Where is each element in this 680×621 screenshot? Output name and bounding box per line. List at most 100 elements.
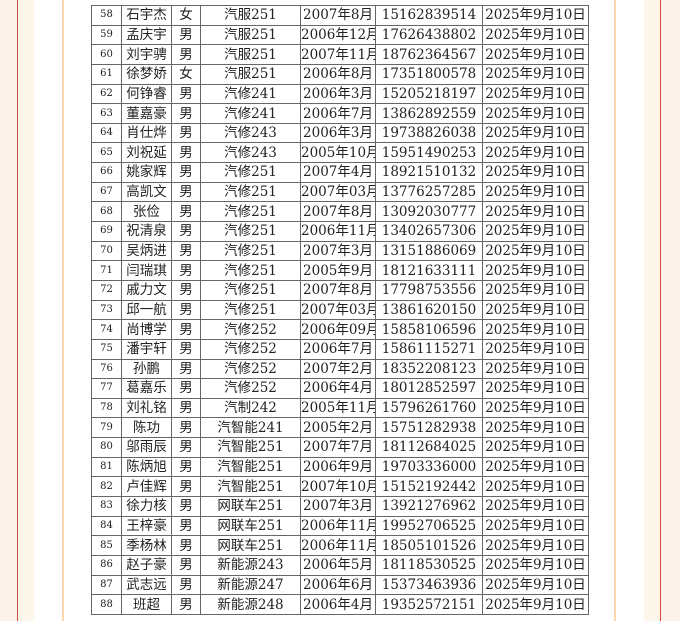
student-name: 肖仕烨 (121, 122, 172, 144)
table-row: 75 潘宇轩男汽修252 2006年7月 15861115271 2025年9月10日 (91, 338, 589, 360)
phone-number: 15861115271 (375, 338, 483, 360)
registration-date: 2025年9月10日 (482, 201, 589, 223)
gender: 男 (171, 162, 201, 183)
phone-number: 18762364567 (375, 44, 483, 65)
gender: 男 (171, 456, 201, 478)
class-name: 汽修251 (200, 162, 301, 183)
registration-date: 2025年9月10日 (482, 437, 589, 458)
birth-month: 2006年8月 (300, 63, 376, 85)
table-row: 85 季杨林男网联车251 2006年11月 18505101526 2025年9月10… (91, 535, 589, 556)
gender: 男 (171, 437, 201, 458)
gender: 男 (171, 181, 201, 203)
registration-date: 2025年9月10日 (482, 181, 589, 203)
gender: 男 (171, 103, 201, 124)
birth-month: 2006年4月 (300, 594, 376, 615)
registration-date: 2025年9月10日 (482, 378, 589, 399)
phone-number: 17351800578 (375, 63, 483, 85)
birth-month: 2006年11月 (300, 515, 376, 537)
gender: 男 (171, 240, 201, 262)
table-row: 80 邬雨辰男汽智能251 2007年7月 18112684025 2025年9月10日 (91, 437, 589, 458)
class-name: 汽修252 (200, 378, 301, 399)
phone-number: 13921276962 (375, 496, 483, 517)
class-name: 汽服251 (200, 63, 301, 85)
phone-number: 18012852597 (375, 378, 483, 399)
row-number: 85 (91, 535, 122, 556)
birth-month: 2005年11月 (300, 397, 376, 419)
class-name: 汽修252 (200, 338, 301, 360)
registration-date: 2025年9月10日 (482, 83, 589, 105)
class-name: 汽修251 (200, 201, 301, 223)
row-number: 72 (91, 279, 122, 301)
table-row: 87 武志远男新能源247 2006年6月 15373463936 2025年9月10日 (91, 574, 589, 596)
table-row: 65 刘祝延男汽修243 2005年10月 15951490253 2025年9月10日 (91, 142, 589, 164)
registration-date: 2025年9月10日 (482, 515, 589, 537)
student-name: 陈功 (121, 417, 172, 439)
table-row: 69 祝清泉男汽修251 2006年11月 13402657306 2025年9月10日 (91, 221, 589, 242)
table-row: 77 葛嘉乐男汽修252 2006年4月 18012852597 2025年9月10日 (91, 378, 589, 399)
table-row: 59 孟庆宇男汽服251 2006年12月 17626438802 2025年9月10日 (91, 24, 589, 46)
table-row: 62 何铮睿男汽修241 2006年3月 15205218197 2025年9月10日 (91, 83, 589, 105)
table-row: 58 石宇杰女汽服251 2007年8月 15162839514 2025年9月10日 (91, 5, 589, 26)
registration-date: 2025年9月10日 (482, 299, 589, 321)
row-number: 74 (91, 319, 122, 340)
student-name: 赵子豪 (121, 554, 172, 576)
birth-month: 2006年7月 (300, 103, 376, 124)
gender: 男 (171, 319, 201, 340)
phone-number: 19703336000 (375, 456, 483, 478)
table-row: 61 徐梦娇女汽服251 2006年8月 17351800578 2025年9月10日 (91, 63, 589, 85)
registration-date: 2025年9月10日 (482, 122, 589, 144)
gender: 男 (171, 535, 201, 556)
registration-date: 2025年9月10日 (482, 594, 589, 615)
student-name: 徐梦娇 (121, 63, 172, 85)
birth-month: 2006年3月 (300, 122, 376, 144)
phone-number: 15373463936 (375, 574, 483, 596)
row-number: 73 (91, 299, 122, 321)
class-name: 汽智能251 (200, 437, 301, 458)
phone-number: 18118530525 (375, 554, 483, 576)
row-number: 81 (91, 456, 122, 478)
student-name: 孙鹏 (121, 358, 172, 380)
class-name: 新能源248 (200, 594, 301, 615)
gender: 男 (171, 338, 201, 360)
phone-number: 19738826038 (375, 122, 483, 144)
student-name: 吴炳进 (121, 240, 172, 262)
phone-number: 13861620150 (375, 299, 483, 321)
gender: 男 (171, 83, 201, 105)
class-name: 汽修252 (200, 319, 301, 340)
birth-month: 2007年4月 (300, 162, 376, 183)
student-name: 季杨林 (121, 535, 172, 556)
phone-number: 17626438802 (375, 24, 483, 46)
row-number: 82 (91, 476, 122, 498)
class-name: 汽修251 (200, 260, 301, 281)
student-name: 刘礼铭 (121, 397, 172, 419)
registration-date: 2025年9月10日 (482, 397, 589, 419)
birth-month: 2007年7月 (300, 437, 376, 458)
table-row: 83 徐力核男网联车251 2007年3月 13921276962 2025年9月10日 (91, 496, 589, 517)
gender: 男 (171, 299, 201, 321)
birth-month: 2007年03月 (300, 299, 376, 321)
row-number: 79 (91, 417, 122, 439)
row-number: 84 (91, 515, 122, 537)
phone-number: 18921510132 (375, 162, 483, 183)
gender: 男 (171, 574, 201, 596)
gender: 男 (171, 279, 201, 301)
class-name: 网联车251 (200, 515, 301, 537)
phone-number: 13092030777 (375, 201, 483, 223)
birth-month: 2006年5月 (300, 554, 376, 576)
row-number: 62 (91, 83, 122, 105)
phone-number: 18505101526 (375, 535, 483, 556)
gender: 男 (171, 142, 201, 164)
page-border-left (62, 0, 64, 621)
gender: 男 (171, 201, 201, 223)
row-number: 61 (91, 63, 122, 85)
gender: 男 (171, 221, 201, 242)
row-number: 58 (91, 5, 122, 26)
birth-month: 2007年2月 (300, 358, 376, 380)
gender: 男 (171, 554, 201, 576)
table-row: 81 陈炳旭男汽智能251 2006年9月 19703336000 2025年9月10日 (91, 456, 589, 478)
registration-date: 2025年9月10日 (482, 358, 589, 380)
birth-month: 2007年8月 (300, 201, 376, 223)
table-row: 67 高凯文男汽修251 2007年03月 13776257285 2025年9月10日 (91, 181, 589, 203)
class-name: 汽服251 (200, 24, 301, 46)
birth-month: 2007年3月 (300, 240, 376, 262)
